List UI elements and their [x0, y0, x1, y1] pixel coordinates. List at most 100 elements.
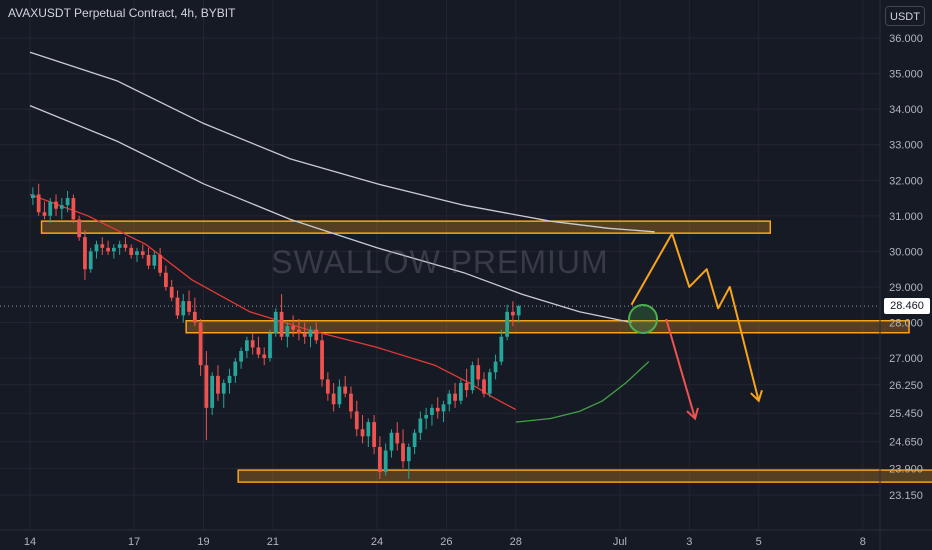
candle-body	[273, 311, 278, 334]
candle	[100, 237, 105, 255]
candle	[187, 290, 191, 316]
candle	[302, 322, 307, 344]
price-zone	[237, 469, 932, 483]
candle-body	[106, 247, 110, 252]
candle	[210, 372, 215, 415]
price-tick-label: 33.000	[889, 140, 923, 152]
candle-body	[59, 205, 64, 209]
candle	[48, 198, 53, 223]
price-tick-label: 24.650	[889, 437, 923, 449]
candle-body	[430, 407, 434, 415]
candle	[88, 247, 93, 273]
candle	[383, 443, 388, 476]
candle-body	[297, 329, 301, 334]
candle	[435, 397, 440, 419]
candle-body	[94, 244, 99, 252]
entry-circle-marker	[628, 303, 659, 334]
candle	[244, 336, 249, 359]
time-tick-label: 28	[510, 536, 522, 548]
candle-body	[453, 393, 457, 401]
candle-body	[48, 201, 53, 216]
price-tick-label: 27.000	[889, 353, 923, 365]
candle-body	[158, 254, 163, 273]
candle	[337, 379, 342, 408]
candle-body	[493, 361, 498, 373]
candle-body	[181, 301, 186, 316]
candle-body	[412, 432, 417, 447]
candle-body	[343, 386, 348, 394]
time-tick-label: 26	[440, 536, 452, 548]
projection-arrows	[630, 232, 763, 421]
candle-body	[435, 407, 440, 412]
price-zone	[40, 220, 772, 234]
candle-body	[192, 311, 197, 323]
candle	[169, 279, 174, 302]
candle	[458, 379, 463, 405]
candle-body	[268, 333, 272, 359]
candle-body	[36, 194, 41, 213]
candle	[453, 382, 457, 408]
current-price-label: 28.460	[884, 298, 930, 315]
candle-body	[204, 365, 209, 408]
candle-body	[111, 247, 116, 252]
projection-path	[665, 318, 697, 419]
candle	[71, 194, 76, 223]
candle	[343, 375, 348, 398]
candle	[279, 294, 284, 341]
time-tick-label: 8	[860, 536, 866, 548]
candle	[378, 436, 382, 479]
price-tick-label: 25.450	[889, 408, 923, 420]
candle-body	[71, 198, 76, 220]
candle-body	[152, 254, 157, 266]
candle	[320, 333, 324, 387]
candle	[111, 244, 116, 259]
currency-button[interactable]: USDT	[885, 6, 925, 26]
candle	[221, 379, 226, 408]
price-tick-label: 23.900	[889, 463, 923, 475]
candle-body	[31, 194, 35, 199]
candle-body	[129, 247, 134, 255]
projection-arrowhead	[686, 407, 699, 421]
price-tick-label: 28.000	[889, 318, 923, 330]
candle-body	[447, 393, 452, 405]
candle-body	[470, 365, 475, 391]
candle-body	[285, 326, 290, 337]
time-tick-label: 21	[267, 536, 279, 548]
price-tick-label: 23.150	[889, 490, 923, 502]
moving-average-line	[515, 361, 650, 423]
moving-average-line	[29, 193, 517, 411]
candle	[83, 230, 87, 280]
time-tick-label: 17	[128, 536, 140, 548]
price-tick-label: 35.000	[889, 69, 923, 81]
candle	[493, 354, 498, 380]
candle	[487, 368, 492, 398]
candle-body	[239, 350, 243, 362]
support-resistance-zones	[40, 220, 932, 483]
candle	[308, 326, 313, 348]
candle	[123, 237, 128, 252]
candle	[65, 190, 70, 213]
projection-path	[630, 232, 760, 402]
candle-body	[325, 379, 330, 394]
price-axis[interactable]: 36.000 35.000 34.000 33.000 32.000 31.000 30.0…	[879, 0, 923, 550]
candle-body	[42, 212, 47, 216]
time-axis[interactable]: 14 17 19 21 24 26 28 Jul 3 5 8	[0, 529, 932, 548]
candle	[117, 240, 122, 255]
candle	[216, 365, 220, 401]
candle	[331, 382, 336, 412]
candle	[268, 329, 272, 362]
candle-body	[198, 322, 203, 366]
candle-body	[482, 379, 486, 394]
candle-body	[441, 404, 446, 412]
candle-body	[233, 361, 238, 376]
candle-body	[135, 251, 139, 255]
price-tick-label: 32.000	[889, 175, 923, 187]
candle-body	[54, 201, 58, 209]
candle-body	[169, 286, 174, 298]
candle-body	[77, 219, 82, 238]
candle-body	[395, 432, 400, 444]
candle-body	[146, 254, 151, 266]
candlestick-series	[31, 183, 521, 479]
time-tick-label: 3	[686, 536, 692, 548]
